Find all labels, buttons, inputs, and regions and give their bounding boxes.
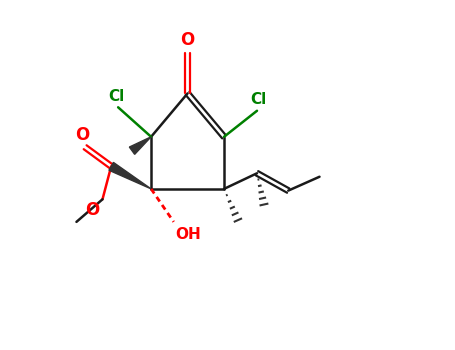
Text: O: O bbox=[181, 31, 195, 49]
Text: O: O bbox=[75, 126, 90, 144]
Text: OH: OH bbox=[176, 227, 201, 242]
Polygon shape bbox=[109, 162, 151, 189]
Polygon shape bbox=[129, 137, 151, 154]
Text: Cl: Cl bbox=[108, 89, 125, 104]
Text: Cl: Cl bbox=[251, 92, 267, 107]
Text: O: O bbox=[85, 201, 99, 219]
